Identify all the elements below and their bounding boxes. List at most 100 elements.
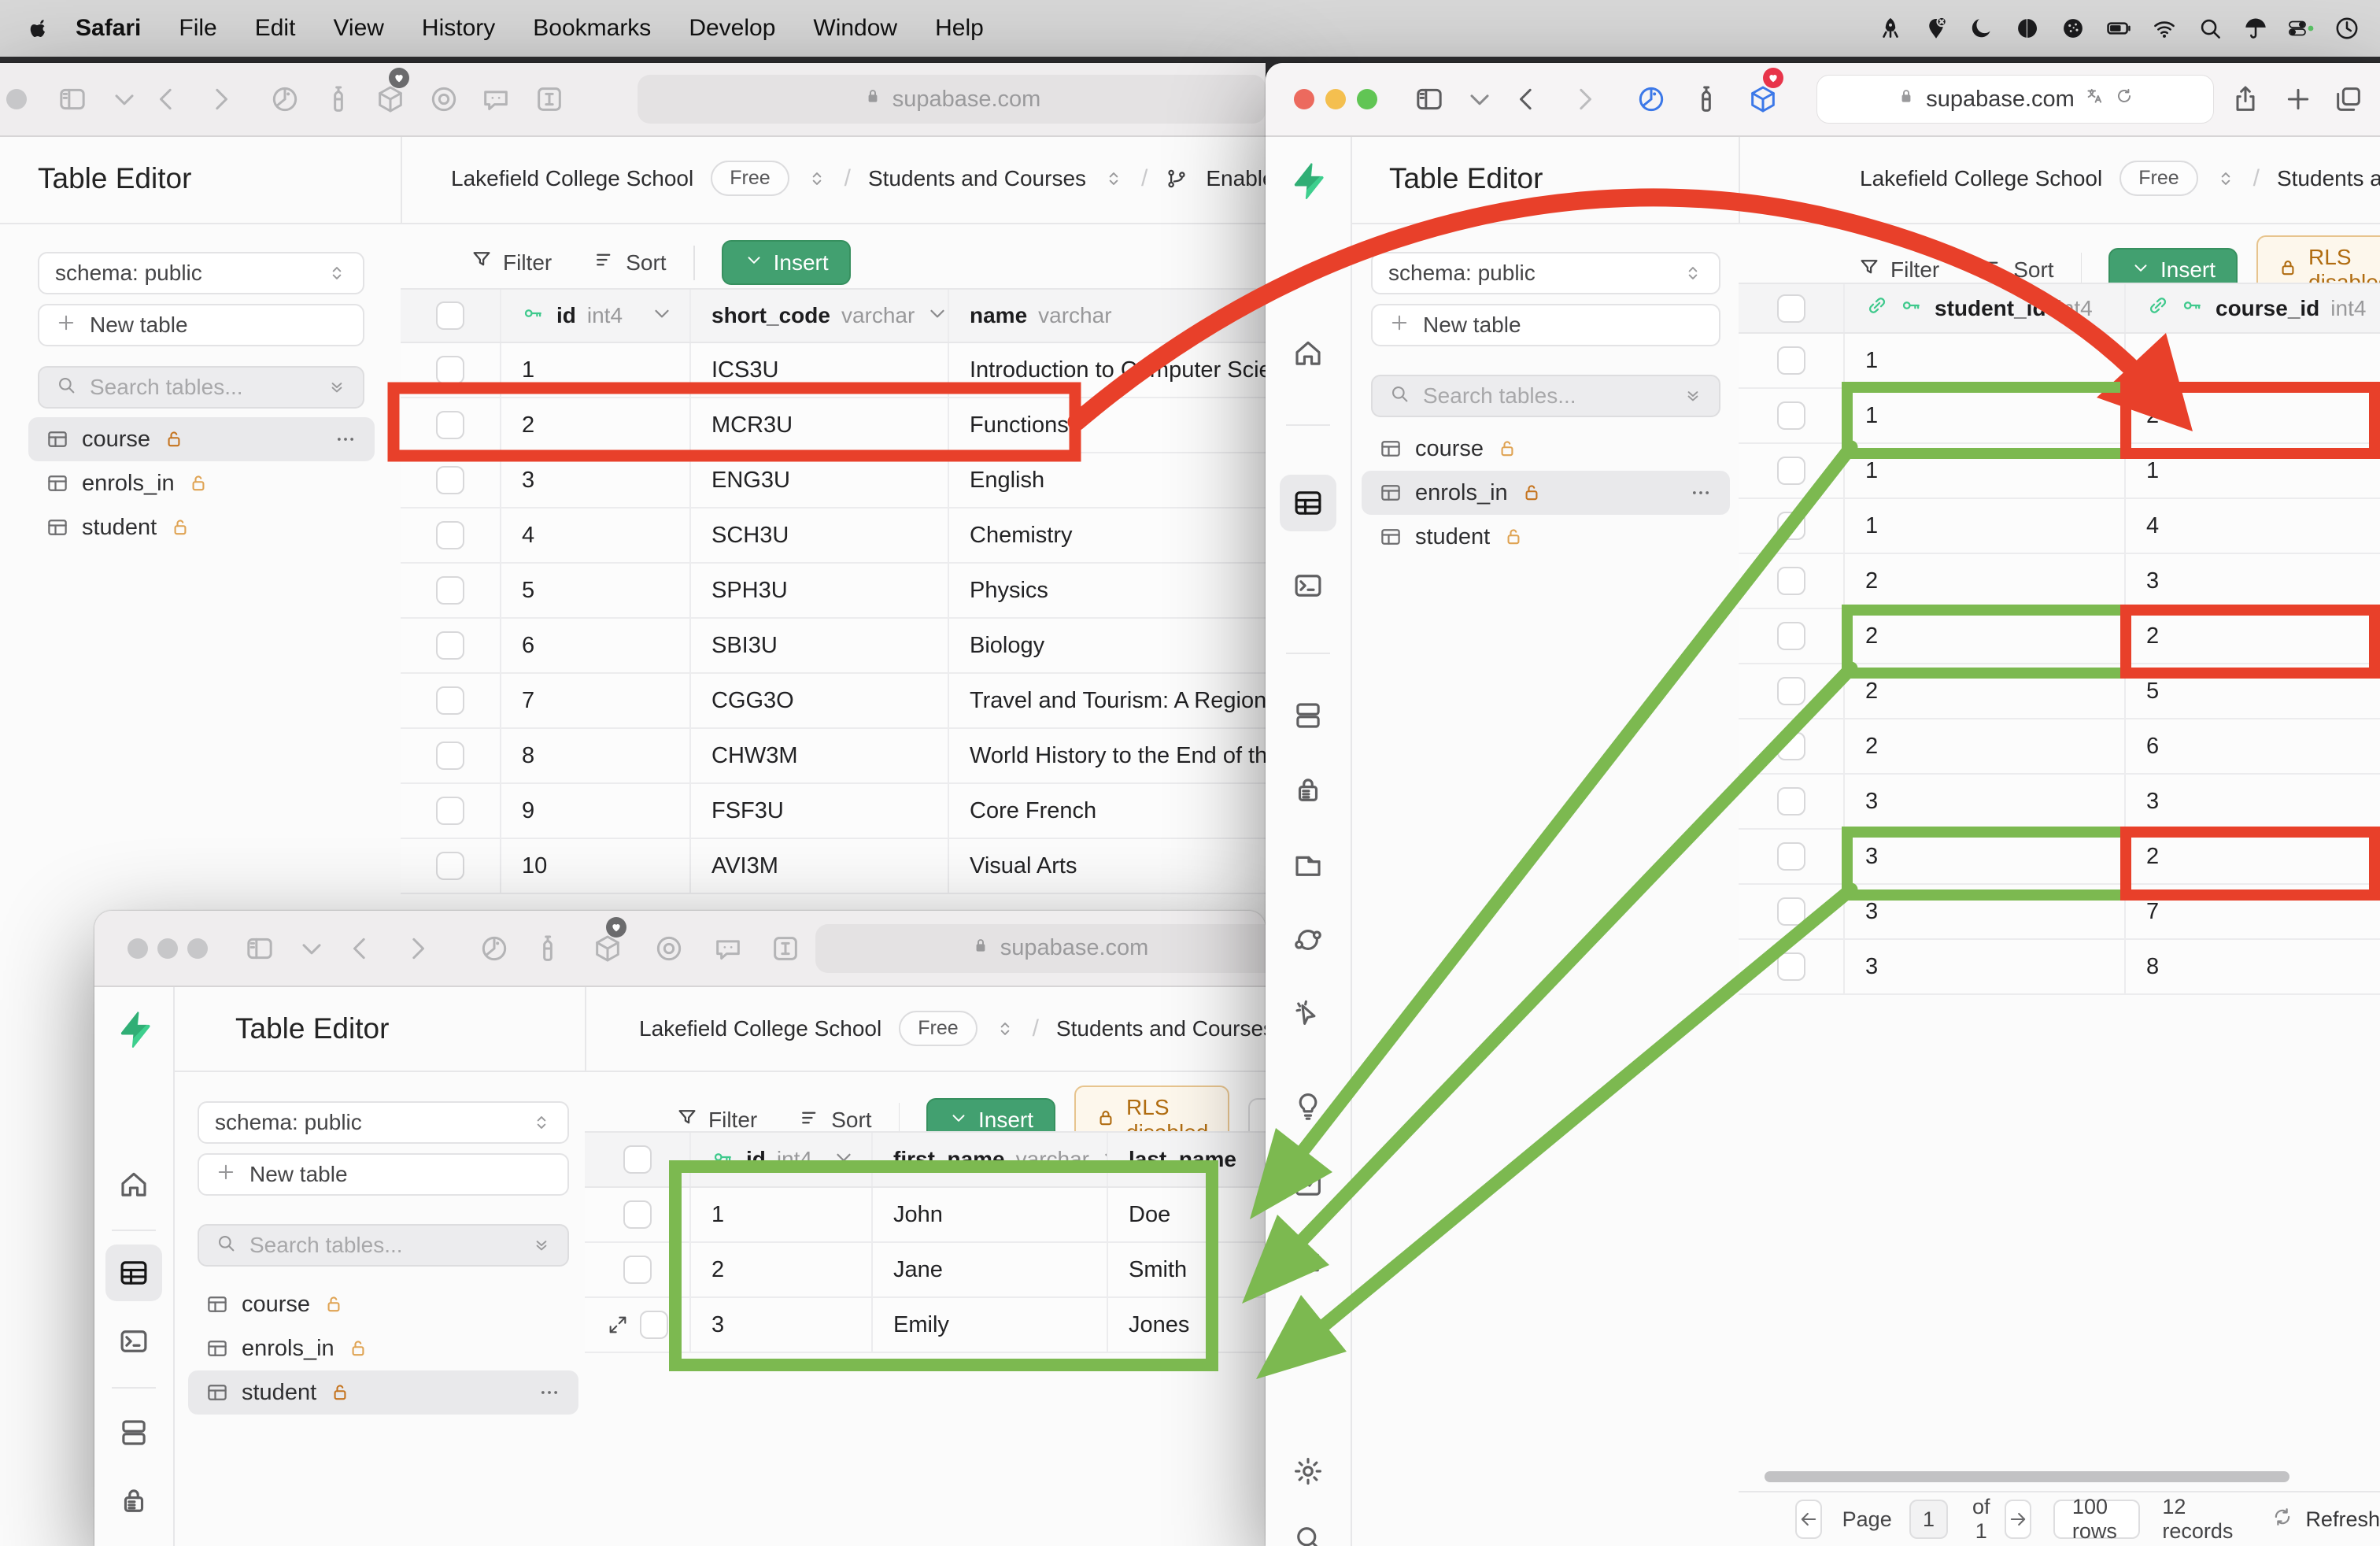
cell[interactable]: Core French [949, 784, 1266, 838]
select-all-checkbox[interactable] [436, 301, 464, 330]
table-menu-icon[interactable] [538, 1381, 561, 1404]
cell[interactable]: 7 [2126, 885, 2380, 938]
supabase-logo[interactable] [1288, 161, 1329, 202]
cell[interactable]: 4 [2126, 499, 2380, 553]
cell[interactable]: 3 [2126, 775, 2380, 828]
location-disabled-icon[interactable] [1919, 11, 1953, 46]
rail-home-icon[interactable] [1280, 325, 1336, 382]
zoom-button[interactable] [187, 938, 208, 959]
cell[interactable]: 2 [1845, 719, 2126, 773]
grid-row[interactable]: 3 Emily Jones [585, 1298, 1266, 1353]
breadcrumb-environment[interactable]: Students and Courses [1055, 1015, 1266, 1041]
reload-icon[interactable] [2114, 86, 2134, 113]
address-bar[interactable]: supabase.com [1816, 75, 2214, 124]
cell[interactable]: AVI3M [691, 839, 949, 893]
rail-auth-icon[interactable] [105, 1473, 162, 1529]
grid-row[interactable]: 6 SBI3U Biology [401, 619, 1266, 674]
rail-docs-icon[interactable] [1280, 1313, 1336, 1370]
extension-pie-icon[interactable] [1635, 83, 1667, 115]
extension-i-icon[interactable] [534, 83, 565, 115]
cell[interactable]: 3 [1845, 775, 2126, 828]
cell[interactable] [2126, 334, 2380, 387]
search-tables-input[interactable] [90, 375, 314, 400]
select-all-checkbox[interactable] [623, 1145, 652, 1174]
cell[interactable]: Jones [1108, 1298, 1266, 1352]
back-icon[interactable] [345, 933, 376, 964]
select-all-checkbox[interactable] [1776, 294, 1805, 323]
share-icon[interactable] [2230, 83, 2261, 115]
wifi-icon[interactable] [2147, 11, 2182, 46]
extension-ring-icon[interactable] [428, 83, 460, 115]
sidebar-table-student[interactable]: student [188, 1370, 578, 1415]
row-checkbox[interactable] [623, 1256, 652, 1284]
cell[interactable]: 7 [501, 674, 691, 727]
chevron-down-icon[interactable] [296, 933, 327, 964]
filter-button[interactable]: Filter [470, 248, 552, 277]
prev-page-button[interactable] [1795, 1500, 1822, 1539]
extension-bottle-icon[interactable] [1691, 83, 1722, 115]
rail-advisors-icon[interactable] [1280, 986, 1336, 1043]
row-checkbox[interactable] [436, 797, 464, 825]
search-tables-field[interactable] [198, 1224, 569, 1267]
menu-item-file[interactable]: File [179, 15, 217, 41]
chevron-down-icon[interactable] [1464, 83, 1495, 115]
column-header-last_name[interactable]: last_name [1108, 1133, 1266, 1186]
menu-item-safari[interactable]: Safari [76, 15, 142, 41]
cell[interactable]: 2 [2126, 609, 2380, 663]
cell[interactable]: 1 [2126, 444, 2380, 497]
breadcrumb-project[interactable]: Lakefield College School [451, 165, 694, 190]
extension-pie-icon[interactable] [269, 83, 301, 115]
page-number-input[interactable]: 1 [1909, 1500, 1949, 1539]
extension-cube-icon[interactable] [1747, 83, 1779, 115]
forward-icon[interactable] [401, 933, 433, 964]
chevron-down-icon[interactable] [109, 83, 140, 115]
rail-realtime-icon[interactable] [1280, 912, 1336, 968]
new-table-button[interactable]: New table [198, 1153, 569, 1196]
rail-logs-icon[interactable] [1280, 1234, 1336, 1291]
grid-row[interactable]: 5 SPH3U Physics [401, 564, 1266, 619]
cell[interactable]: 5 [501, 564, 691, 617]
umbrella-icon[interactable] [2238, 11, 2273, 46]
cell[interactable]: John [873, 1188, 1108, 1241]
close-button[interactable] [128, 938, 148, 959]
next-page-button[interactable] [2005, 1500, 2031, 1539]
rail-storage-icon[interactable] [105, 1540, 162, 1546]
chevron-left-icon[interactable] [1828, 11, 1862, 46]
row-checkbox[interactable] [436, 686, 464, 715]
row-checkbox[interactable] [1776, 346, 1805, 375]
rail-database-icon[interactable] [1280, 687, 1336, 744]
cell[interactable]: 4 [501, 509, 691, 562]
extension-cube-icon[interactable] [592, 933, 623, 964]
cell[interactable]: 9 [501, 784, 691, 838]
forward-icon[interactable] [1569, 83, 1600, 115]
schema-select[interactable]: schema: public [38, 252, 364, 294]
cell[interactable]: CGG3O [691, 674, 949, 727]
cell[interactable]: 2 [2126, 389, 2380, 442]
grid-row[interactable]: 10 AVI3M Visual Arts [401, 839, 1266, 894]
sidebar-table-student[interactable]: student [28, 505, 375, 549]
cell[interactable]: 6 [501, 619, 691, 672]
cell[interactable]: 5 [2126, 664, 2380, 718]
enable-branching-button[interactable]: Enable branching [1206, 165, 1266, 190]
sort-button[interactable]: Sort [1980, 256, 2054, 285]
sidebar-table-course[interactable]: course [28, 417, 375, 461]
column-menu-icon[interactable] [1100, 1145, 1107, 1174]
row-checkbox[interactable] [1776, 732, 1805, 760]
row-checkbox[interactable] [436, 411, 464, 439]
rail-lightbulb-icon[interactable] [1280, 1077, 1336, 1134]
cell[interactable]: 3 [1845, 830, 2126, 883]
search-tables-input[interactable] [249, 1233, 519, 1258]
cell[interactable]: 3 [691, 1298, 873, 1352]
sort-button[interactable]: Sort [593, 248, 667, 277]
row-checkbox[interactable] [1776, 897, 1805, 926]
supabase-logo[interactable] [115, 1009, 156, 1050]
column-menu-icon[interactable] [2377, 294, 2380, 323]
search-tables-input[interactable] [1423, 383, 1670, 409]
